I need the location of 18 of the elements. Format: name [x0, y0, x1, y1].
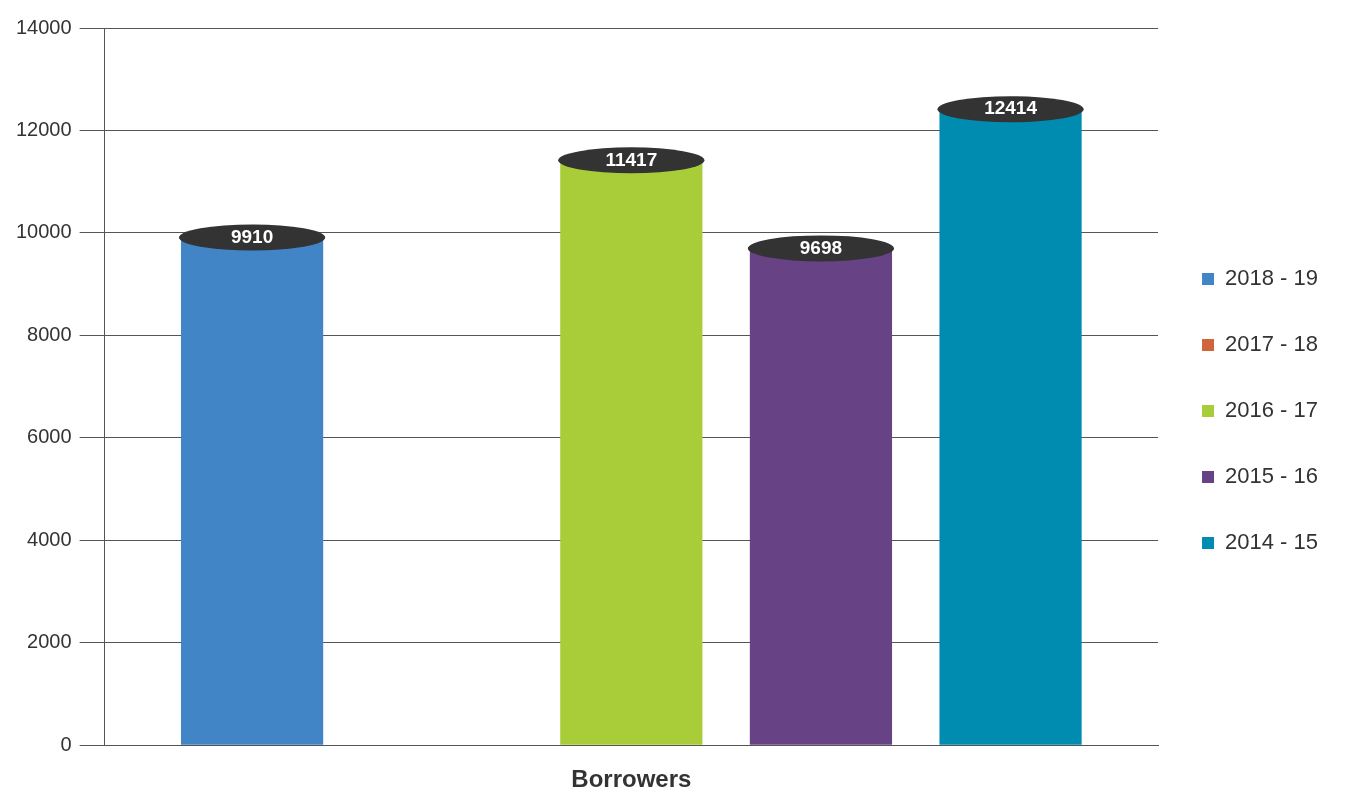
data-label: 11417	[605, 148, 658, 170]
legend-label: 2018 - 19	[1225, 265, 1319, 291]
data-label: 9910	[230, 225, 274, 247]
legend-label: 2017 - 18	[1225, 331, 1319, 357]
y-tick-label: 10000	[15, 220, 72, 243]
legend-label: 2014 - 15	[1225, 529, 1319, 555]
y-tick-label: 14000	[15, 15, 72, 38]
y-tick-label: 8000	[27, 322, 72, 345]
y-tick-label: 12000	[15, 117, 72, 140]
x-tick-label: Borrowers	[571, 765, 692, 793]
data-label: 9698	[799, 236, 843, 258]
data-label: 12414	[984, 97, 1038, 119]
y-tick-label: 4000	[27, 527, 72, 550]
legend-label: 2015 - 16	[1225, 463, 1319, 489]
legend-label: 2016 - 17	[1225, 397, 1319, 423]
y-tick-label: 2000	[27, 630, 72, 653]
y-tick-label: 0	[60, 732, 72, 755]
y-tick-label: 6000	[27, 425, 72, 448]
